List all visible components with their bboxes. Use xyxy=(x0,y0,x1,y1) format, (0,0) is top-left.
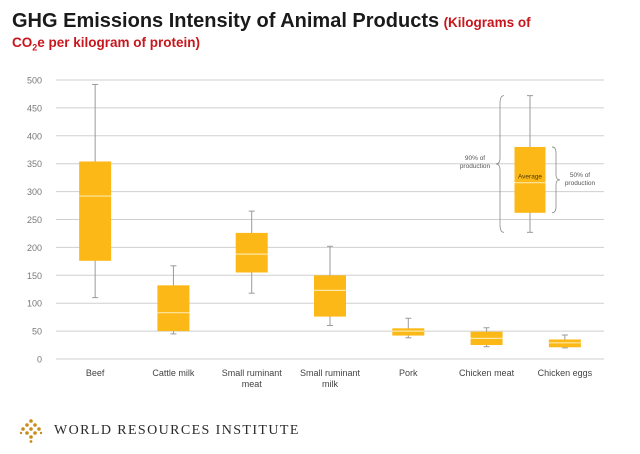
wri-diamond-logo-icon xyxy=(19,419,43,443)
legend-average-label: Average xyxy=(518,174,542,181)
y-tick-label: 450 xyxy=(27,103,42,113)
box-5 xyxy=(470,327,503,348)
box-6 xyxy=(548,334,581,349)
y-tick-label: 350 xyxy=(27,159,42,169)
box-rect xyxy=(392,328,425,336)
box-rect xyxy=(235,232,268,273)
y-tick-label: 200 xyxy=(27,243,42,253)
x-axis-label: meat xyxy=(242,379,263,389)
title-unit-sub: 2 xyxy=(32,42,38,53)
y-tick-label: 300 xyxy=(27,187,42,197)
legend-box-rect xyxy=(514,146,546,213)
y-tick-label: 250 xyxy=(27,215,42,225)
title-unit-rest: e per kilogram of protein) xyxy=(37,35,201,50)
legend-90-label: production xyxy=(460,163,491,170)
title-main: GHG Emissions Intensity of Animal Produc… xyxy=(12,10,440,32)
organization-name: WORLD RESOURCES INSTITUTE xyxy=(54,423,300,438)
x-axis-label: Pork xyxy=(399,368,418,378)
x-axis-label: Beef xyxy=(86,368,105,378)
legend-50-label: production xyxy=(565,180,596,187)
box-1 xyxy=(157,265,190,335)
x-axis-label: Cattle milk xyxy=(152,368,195,378)
title-unit-line: CO2e per kilogram of protein) xyxy=(12,32,612,59)
x-axis-label: Small ruminant xyxy=(300,368,361,378)
box-rect xyxy=(157,285,190,332)
grid-lines xyxy=(56,79,604,360)
x-axis-label: Chicken meat xyxy=(459,368,515,378)
x-axis-label: Small ruminant xyxy=(222,368,283,378)
legend-brace-50 xyxy=(551,146,561,214)
x-axis-label: milk xyxy=(322,379,338,389)
box-3 xyxy=(314,245,346,327)
footer: WORLD RESOURCES INSTITUTE xyxy=(18,416,300,446)
y-tick-label: 0 xyxy=(37,355,42,365)
box-4 xyxy=(392,317,425,339)
chart-title: GHG Emissions Intensity of Animal Produc… xyxy=(12,10,612,59)
y-tick-label: 50 xyxy=(32,327,42,337)
y-tick-label: 100 xyxy=(27,299,42,309)
box-plot-chart: 0 50 100 150 200 250 300 350 400 450 500 Beef Cattl… xyxy=(27,76,604,389)
y-tick-label: 500 xyxy=(27,76,42,86)
box-series xyxy=(79,83,581,349)
title-unit-open: (Kilograms of xyxy=(443,15,531,30)
x-axis-label: Chicken eggs xyxy=(538,368,593,378)
legend-50-label: 50% of xyxy=(570,172,590,179)
legend-90-label: 90% of xyxy=(465,155,485,162)
title-unit-co: CO xyxy=(12,35,33,50)
y-axis-ticks: 0 50 100 150 200 250 300 350 400 450 500 xyxy=(27,76,42,365)
y-tick-label: 150 xyxy=(27,271,42,281)
legend-brace-90 xyxy=(495,95,505,233)
box-rect xyxy=(314,275,346,317)
box-2 xyxy=(235,210,268,294)
box-rect xyxy=(79,161,112,261)
y-tick-label: 400 xyxy=(27,131,42,141)
box-0 xyxy=(79,83,112,299)
